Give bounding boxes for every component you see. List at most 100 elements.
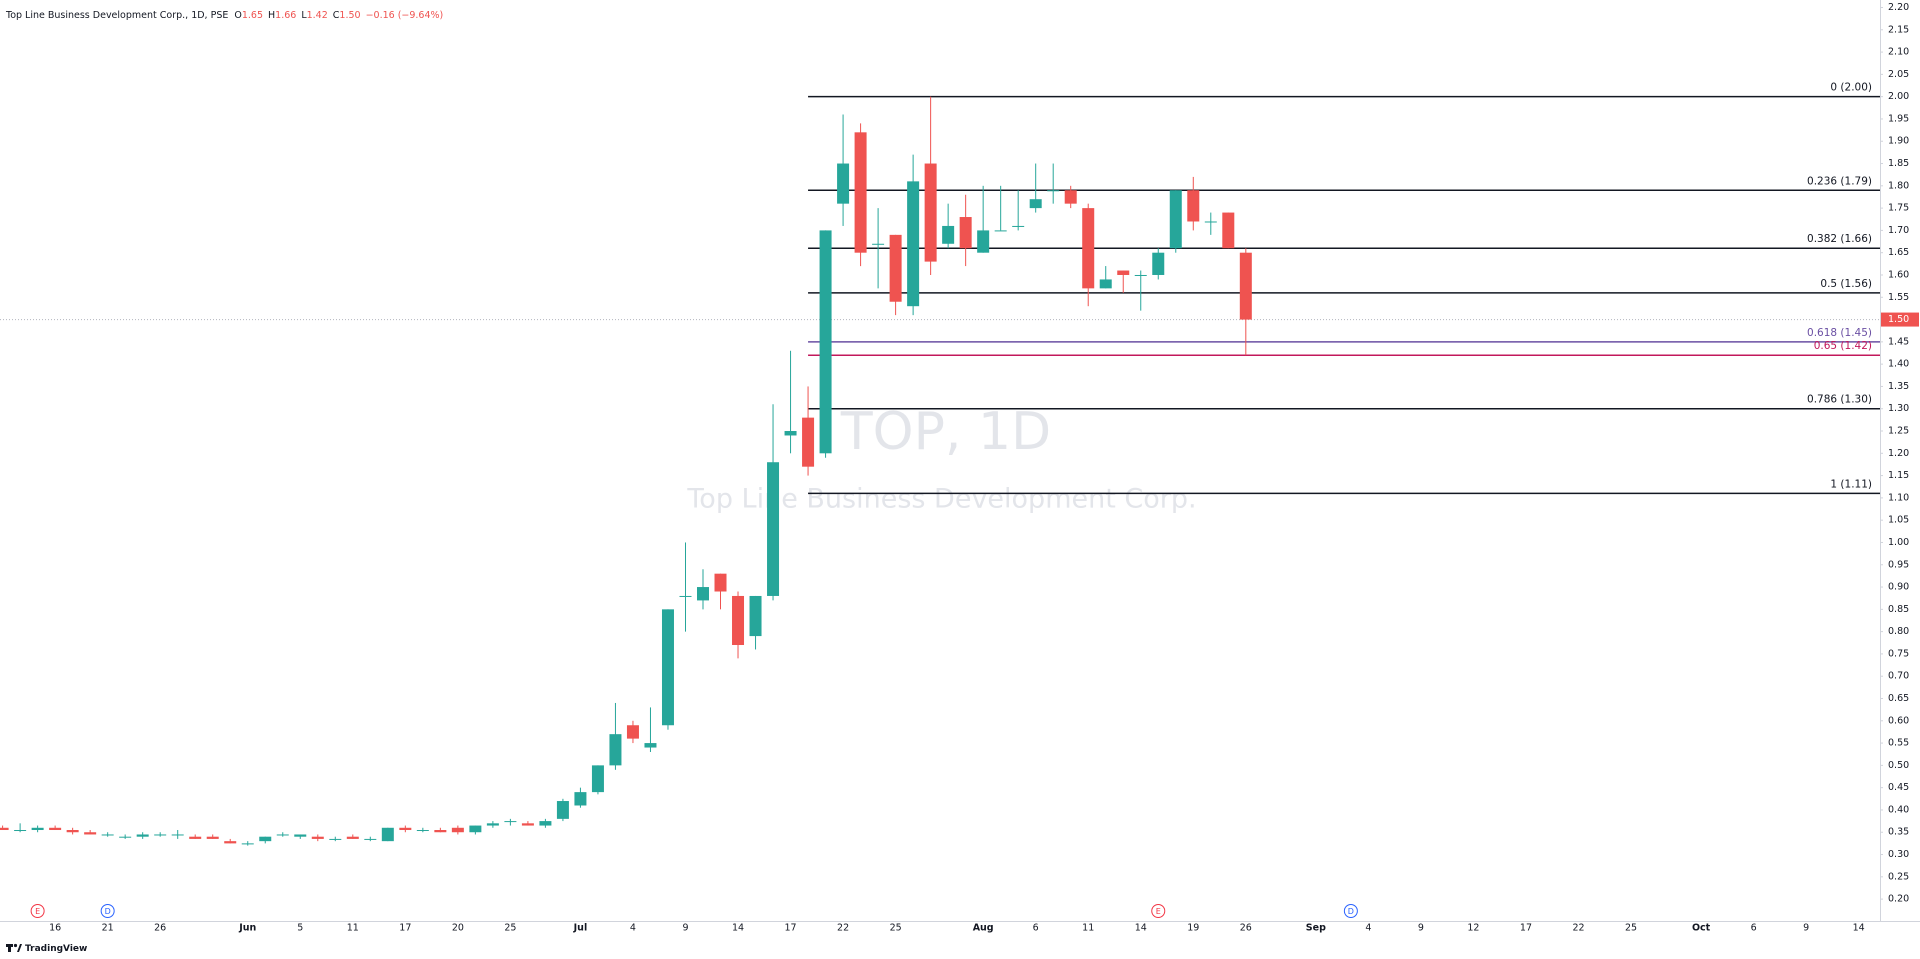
candle-body (697, 587, 709, 601)
header-value: 1.65 (242, 10, 263, 21)
event-marker (100, 904, 115, 918)
candle-body (626, 725, 639, 739)
x-tick-label: 11 (1082, 923, 1094, 934)
candle-body (451, 827, 464, 833)
y-tick-label: 0.20 (1888, 894, 1909, 905)
x-tick-label: Jun (238, 923, 256, 934)
x-tick-label: 16 (49, 923, 61, 934)
y-tick-label: 0.95 (1888, 559, 1909, 570)
x-tick-label: 5 (297, 923, 303, 934)
header-key: L (301, 10, 307, 21)
y-tick-label: 2.15 (1888, 24, 1909, 35)
event-marker (1151, 904, 1166, 918)
candle-body (521, 823, 534, 826)
brand-text: TradingView (25, 944, 87, 954)
header-value: 1.42 (307, 10, 328, 21)
candle-body (767, 462, 780, 596)
candle-body (66, 830, 79, 833)
chart-header: Top Line Business Development Corp., 1D,… (5, 10, 443, 21)
candle-body (329, 838, 342, 840)
y-tick-label: 1.95 (1888, 113, 1909, 124)
candle-body (1222, 212, 1235, 249)
event-marker (1343, 904, 1358, 918)
x-tick-label: 22 (1572, 923, 1584, 934)
fib-label: 0 (2.00) (1830, 82, 1872, 94)
candle-body (1082, 208, 1095, 289)
y-tick-label: 0.50 (1888, 760, 1909, 771)
candle-body (872, 243, 885, 245)
candle-body (14, 830, 27, 832)
candle-body (644, 743, 657, 748)
candle-body (907, 181, 920, 307)
candle-body (136, 834, 149, 837)
x-tick-label: 17 (785, 923, 797, 934)
y-tick-label: 2.00 (1888, 91, 1909, 102)
y-tick-label: 1.80 (1888, 180, 1909, 191)
x-tick-label: Oct (1692, 923, 1711, 934)
last-price-label: 1.50 (1888, 314, 1909, 325)
x-tick-label: 22 (837, 923, 849, 934)
y-tick-label: 1.35 (1888, 381, 1909, 392)
event-label: E (35, 907, 40, 916)
x-tick-label: 14 (1853, 923, 1865, 934)
candle-body (276, 834, 289, 836)
header-value: 1.66 (275, 10, 296, 21)
candle-body (837, 163, 850, 204)
candle-body (679, 595, 692, 597)
x-tick-label: 6 (1033, 923, 1039, 934)
candle-body (1204, 221, 1217, 223)
y-tick-label: 0.55 (1888, 738, 1909, 749)
fib-label: 0.65 (1.42) (1814, 340, 1872, 352)
logo-mark (17, 944, 22, 952)
candle-body (206, 836, 219, 839)
candle-body (1117, 270, 1130, 275)
candle-body (84, 832, 97, 835)
candle-body (399, 827, 412, 831)
header-title: Top Line Business Development Corp., 1D,… (5, 10, 228, 21)
x-tick-label: 6 (1751, 923, 1757, 934)
y-tick-label: 0.60 (1888, 715, 1909, 726)
y-tick-label: 0.70 (1888, 671, 1909, 682)
candle-body (0, 827, 9, 831)
candle-body (486, 823, 499, 826)
candle-body (661, 609, 674, 726)
candle-body (31, 827, 44, 831)
candle-body (714, 573, 727, 592)
candle-body (311, 836, 324, 839)
candle-body (171, 834, 184, 836)
candle-body (101, 834, 114, 836)
last-price-badge (1881, 312, 1919, 327)
watermark-subtitle: Top Line Business Development Corp. (686, 484, 1196, 515)
candle-body (1134, 274, 1147, 276)
x-tick-label: 9 (682, 923, 688, 934)
x-tick-label: 4 (1365, 923, 1371, 934)
y-tick-label: 0.35 (1888, 827, 1909, 838)
y-tick-label: 1.00 (1888, 537, 1909, 548)
candle-body (784, 431, 797, 436)
candle-body (1187, 190, 1200, 222)
x-tick-label: 14 (1135, 923, 1147, 934)
x-tick-label: 26 (1240, 923, 1252, 934)
event-marker (30, 904, 45, 918)
candle-body (241, 843, 254, 845)
event-label: E (1156, 907, 1161, 916)
candle-body (539, 821, 552, 826)
logo-mark (13, 943, 18, 948)
x-tick-label: 9 (1803, 923, 1809, 934)
candle-body (504, 821, 517, 823)
candle-body (924, 163, 937, 262)
x-tick-label: 14 (732, 923, 744, 934)
candle-body (749, 595, 762, 637)
candle-body (1152, 252, 1165, 275)
x-tick-label: 25 (1625, 923, 1637, 934)
y-tick-label: 0.45 (1888, 782, 1909, 793)
y-tick-label: 2.20 (1888, 2, 1909, 13)
candle-body (556, 801, 569, 819)
logo-mark (8, 944, 11, 952)
x-tick-label: 21 (102, 923, 114, 934)
candle-body (1012, 225, 1025, 227)
candle-body (889, 234, 902, 302)
